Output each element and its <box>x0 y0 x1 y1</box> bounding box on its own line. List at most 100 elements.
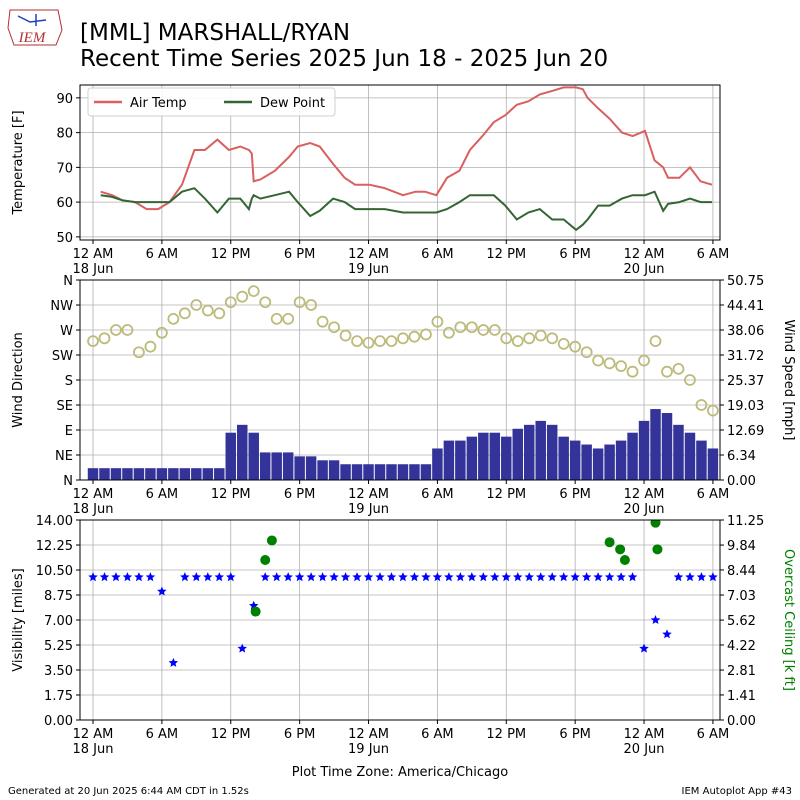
bar <box>581 444 592 480</box>
y-tick-label: 8.75 <box>44 589 73 604</box>
x-tick-label-line: 6 AM <box>146 247 179 262</box>
bar <box>202 468 214 480</box>
x-tick-label-line: 6 PM <box>559 247 590 262</box>
bar <box>156 468 168 480</box>
x-tick-label-line: 12 PM <box>486 247 526 262</box>
bar <box>615 440 627 480</box>
x-tick-label: 6 AM <box>697 247 730 262</box>
star-marker <box>363 572 374 582</box>
circle-marker <box>316 315 329 328</box>
circle-marker <box>259 296 272 309</box>
y2-tick-label: 19.03 <box>727 399 764 414</box>
y2-tick-label: 2.81 <box>727 664 756 679</box>
bar <box>133 468 145 480</box>
circle-marker <box>167 312 180 325</box>
legend-box <box>87 87 336 117</box>
x-tick-label: 6 AM <box>146 247 179 262</box>
star-marker <box>455 572 466 582</box>
y-tick-label: E <box>65 424 73 439</box>
bar <box>535 420 546 480</box>
circle-marker <box>213 307 226 320</box>
circle-marker <box>431 315 444 328</box>
circle-marker <box>121 324 134 336</box>
star-marker <box>570 572 580 582</box>
circle-marker <box>652 544 663 555</box>
bar <box>512 428 524 480</box>
circle-marker <box>293 296 306 309</box>
x-axis-label: Plot Time Zone: America/Chicago <box>292 765 508 780</box>
axes-frame <box>79 519 721 721</box>
star-marker <box>593 572 603 582</box>
star-marker <box>616 572 626 582</box>
x-tick-label: 6 AM <box>146 727 179 742</box>
plot-area <box>87 285 719 480</box>
y-axis-label: Wind Direction <box>11 332 26 428</box>
bar <box>546 424 558 480</box>
star-marker <box>490 572 500 582</box>
x-tick-label-line: 12 AM <box>73 727 114 742</box>
circle-marker <box>351 335 363 348</box>
star-marker <box>340 572 351 582</box>
circle-marker <box>695 399 708 411</box>
y-tick-label: NW <box>50 299 73 314</box>
x-tick-label: 12 PM <box>486 727 526 742</box>
x-tick-label-line: 12 PM <box>486 487 526 502</box>
x-tick-label-line: 12 PM <box>486 727 526 742</box>
y-axis-label: Visibility [miles] <box>11 568 26 671</box>
x-tick-label-line: 6 AM <box>421 727 454 742</box>
star-marker <box>421 572 431 582</box>
x-tick-label-line: 6 AM <box>421 487 454 502</box>
star-marker <box>604 572 615 582</box>
bar <box>145 468 156 480</box>
circle-marker <box>260 555 271 565</box>
circle-marker <box>557 337 570 350</box>
star-marker <box>673 572 684 582</box>
y2-tick-label: 31.72 <box>727 349 764 364</box>
legend-label: Air Temp <box>130 96 187 111</box>
y-tick-label: N <box>63 274 73 289</box>
y-tick-label: 50 <box>56 231 73 246</box>
plot-area <box>88 520 718 667</box>
star-marker <box>111 572 121 582</box>
bar <box>237 424 248 480</box>
x-tick-label: 6 PM <box>559 487 590 502</box>
logo-text: IEM <box>18 30 47 46</box>
x-tick-label-line: 12 PM <box>211 247 251 262</box>
x-tick-label-line: 12 AM <box>624 487 665 502</box>
bar <box>363 464 374 480</box>
bar <box>661 413 673 480</box>
bar <box>214 468 225 480</box>
circle-marker <box>397 332 409 345</box>
x-tick-label-line: 18 Jun <box>73 742 114 757</box>
x-tick-label-line: 12 PM <box>211 487 251 502</box>
circle-marker <box>178 307 191 320</box>
x-tick-label: 6 PM <box>559 247 590 262</box>
circle-marker <box>465 321 478 334</box>
y2-tick-label: 38.06 <box>727 324 764 339</box>
axes-frame <box>79 84 721 241</box>
circle-marker <box>488 324 501 336</box>
bar <box>191 468 202 480</box>
star-marker <box>536 572 546 582</box>
bar <box>248 432 259 480</box>
x-tick-label: 12 PM <box>486 487 526 502</box>
circle-marker <box>385 335 398 348</box>
circle-marker <box>408 330 421 343</box>
star-marker <box>708 572 718 582</box>
y-tick-label: SW <box>52 349 73 364</box>
bar <box>420 464 432 480</box>
x-tick-label-line: 20 Jun <box>624 502 665 517</box>
x-tick-label: 6 AM <box>421 247 454 262</box>
star-marker <box>558 572 569 582</box>
star-marker <box>306 572 316 582</box>
bar <box>397 464 409 480</box>
x-tick-label: 6 PM <box>284 247 315 262</box>
circle-marker <box>569 340 582 353</box>
circle-marker <box>282 312 295 325</box>
y2-tick-label: 0.00 <box>727 714 756 729</box>
star-marker <box>283 572 293 582</box>
x-tick-label: 6 PM <box>284 487 315 502</box>
bar <box>558 436 569 480</box>
